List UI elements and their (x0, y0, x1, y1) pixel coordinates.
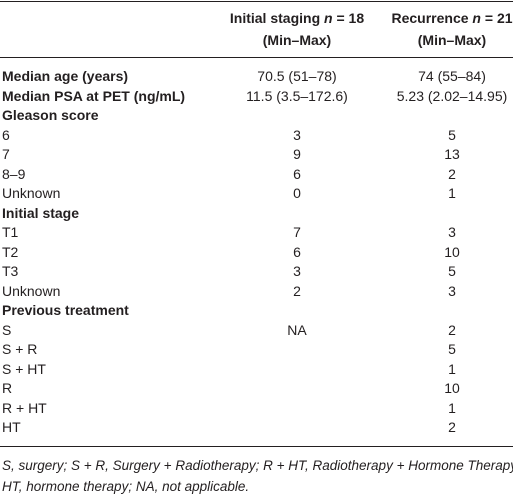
cell: 7 (293, 224, 301, 240)
cell: 2 (448, 419, 456, 435)
footnote: HT, hormone therapy; NA, not applicable. (2, 479, 250, 494)
cell: 10 (444, 380, 460, 396)
cell: 11.5 (3.5–172.6) (246, 87, 348, 104)
row-label: 7 (2, 146, 10, 162)
row-label: Median PSA at PET (ng/mL) (2, 87, 186, 104)
bottom-rule (0, 446, 513, 447)
cell: 2 (448, 321, 456, 338)
cell: NA (287, 321, 307, 338)
header-sub: (Min–Max) (417, 32, 487, 48)
row-label: 6 (2, 126, 10, 143)
cell: 5.23 (2.02–14.95) (396, 87, 508, 104)
cell: 1 (448, 360, 456, 377)
cell: 6 (293, 165, 301, 182)
cell: 5 (448, 341, 456, 357)
row-label: Median age (years) (2, 68, 129, 84)
top-rule (0, 1, 513, 2)
cell: 0 (293, 185, 301, 201)
row-label: 8–9 (2, 165, 26, 182)
cell: 9 (293, 146, 301, 162)
row-label: R (2, 380, 13, 396)
header-line: Initial staging n = 18 (212, 9, 382, 27)
footnote: S, surgery; S + R, Surgery + Radiotherap… (2, 458, 513, 473)
row-label: Initial stage (2, 204, 80, 221)
row-label: S + HT (2, 360, 46, 377)
cell: 70.5 (51–78) (257, 68, 337, 84)
row-label: S (2, 321, 12, 338)
header-title: Recurrence (391, 10, 469, 26)
row-label: Gleason score (2, 107, 99, 123)
cell: 6 (293, 243, 301, 260)
header-line: Recurrence n = 21 (382, 9, 513, 27)
cell: 2 (448, 165, 456, 182)
header-rule (0, 57, 513, 58)
row-label: R + HT (2, 399, 47, 416)
cell: 5 (448, 126, 456, 143)
cell: 3 (448, 282, 456, 299)
row-label: Previous treatment (2, 302, 129, 318)
row-label: S + R (2, 341, 38, 357)
header-n-value: = 18 (336, 10, 365, 26)
header-n: n (472, 10, 481, 26)
row-label: Unknown (2, 282, 61, 299)
row-label: T1 (2, 224, 19, 240)
header-title: Initial staging (229, 10, 321, 26)
cell: 3 (293, 126, 301, 143)
header-n-value: = 21 (484, 10, 513, 26)
cell: 74 (55–84) (418, 68, 486, 84)
cell: 1 (448, 185, 456, 201)
cell: 3 (293, 263, 301, 279)
cell: 2 (293, 282, 301, 299)
header-n: n (324, 10, 333, 26)
cell: 3 (448, 224, 456, 240)
header-sub: (Min–Max) (262, 32, 332, 48)
cell: 13 (444, 146, 460, 162)
row-label: T3 (2, 263, 19, 279)
row-label: T2 (2, 243, 19, 260)
row-label: Unknown (2, 185, 61, 201)
cell: 1 (448, 399, 456, 416)
cell: 5 (448, 263, 456, 279)
row-label: HT (2, 419, 21, 435)
cell: 10 (444, 243, 460, 260)
